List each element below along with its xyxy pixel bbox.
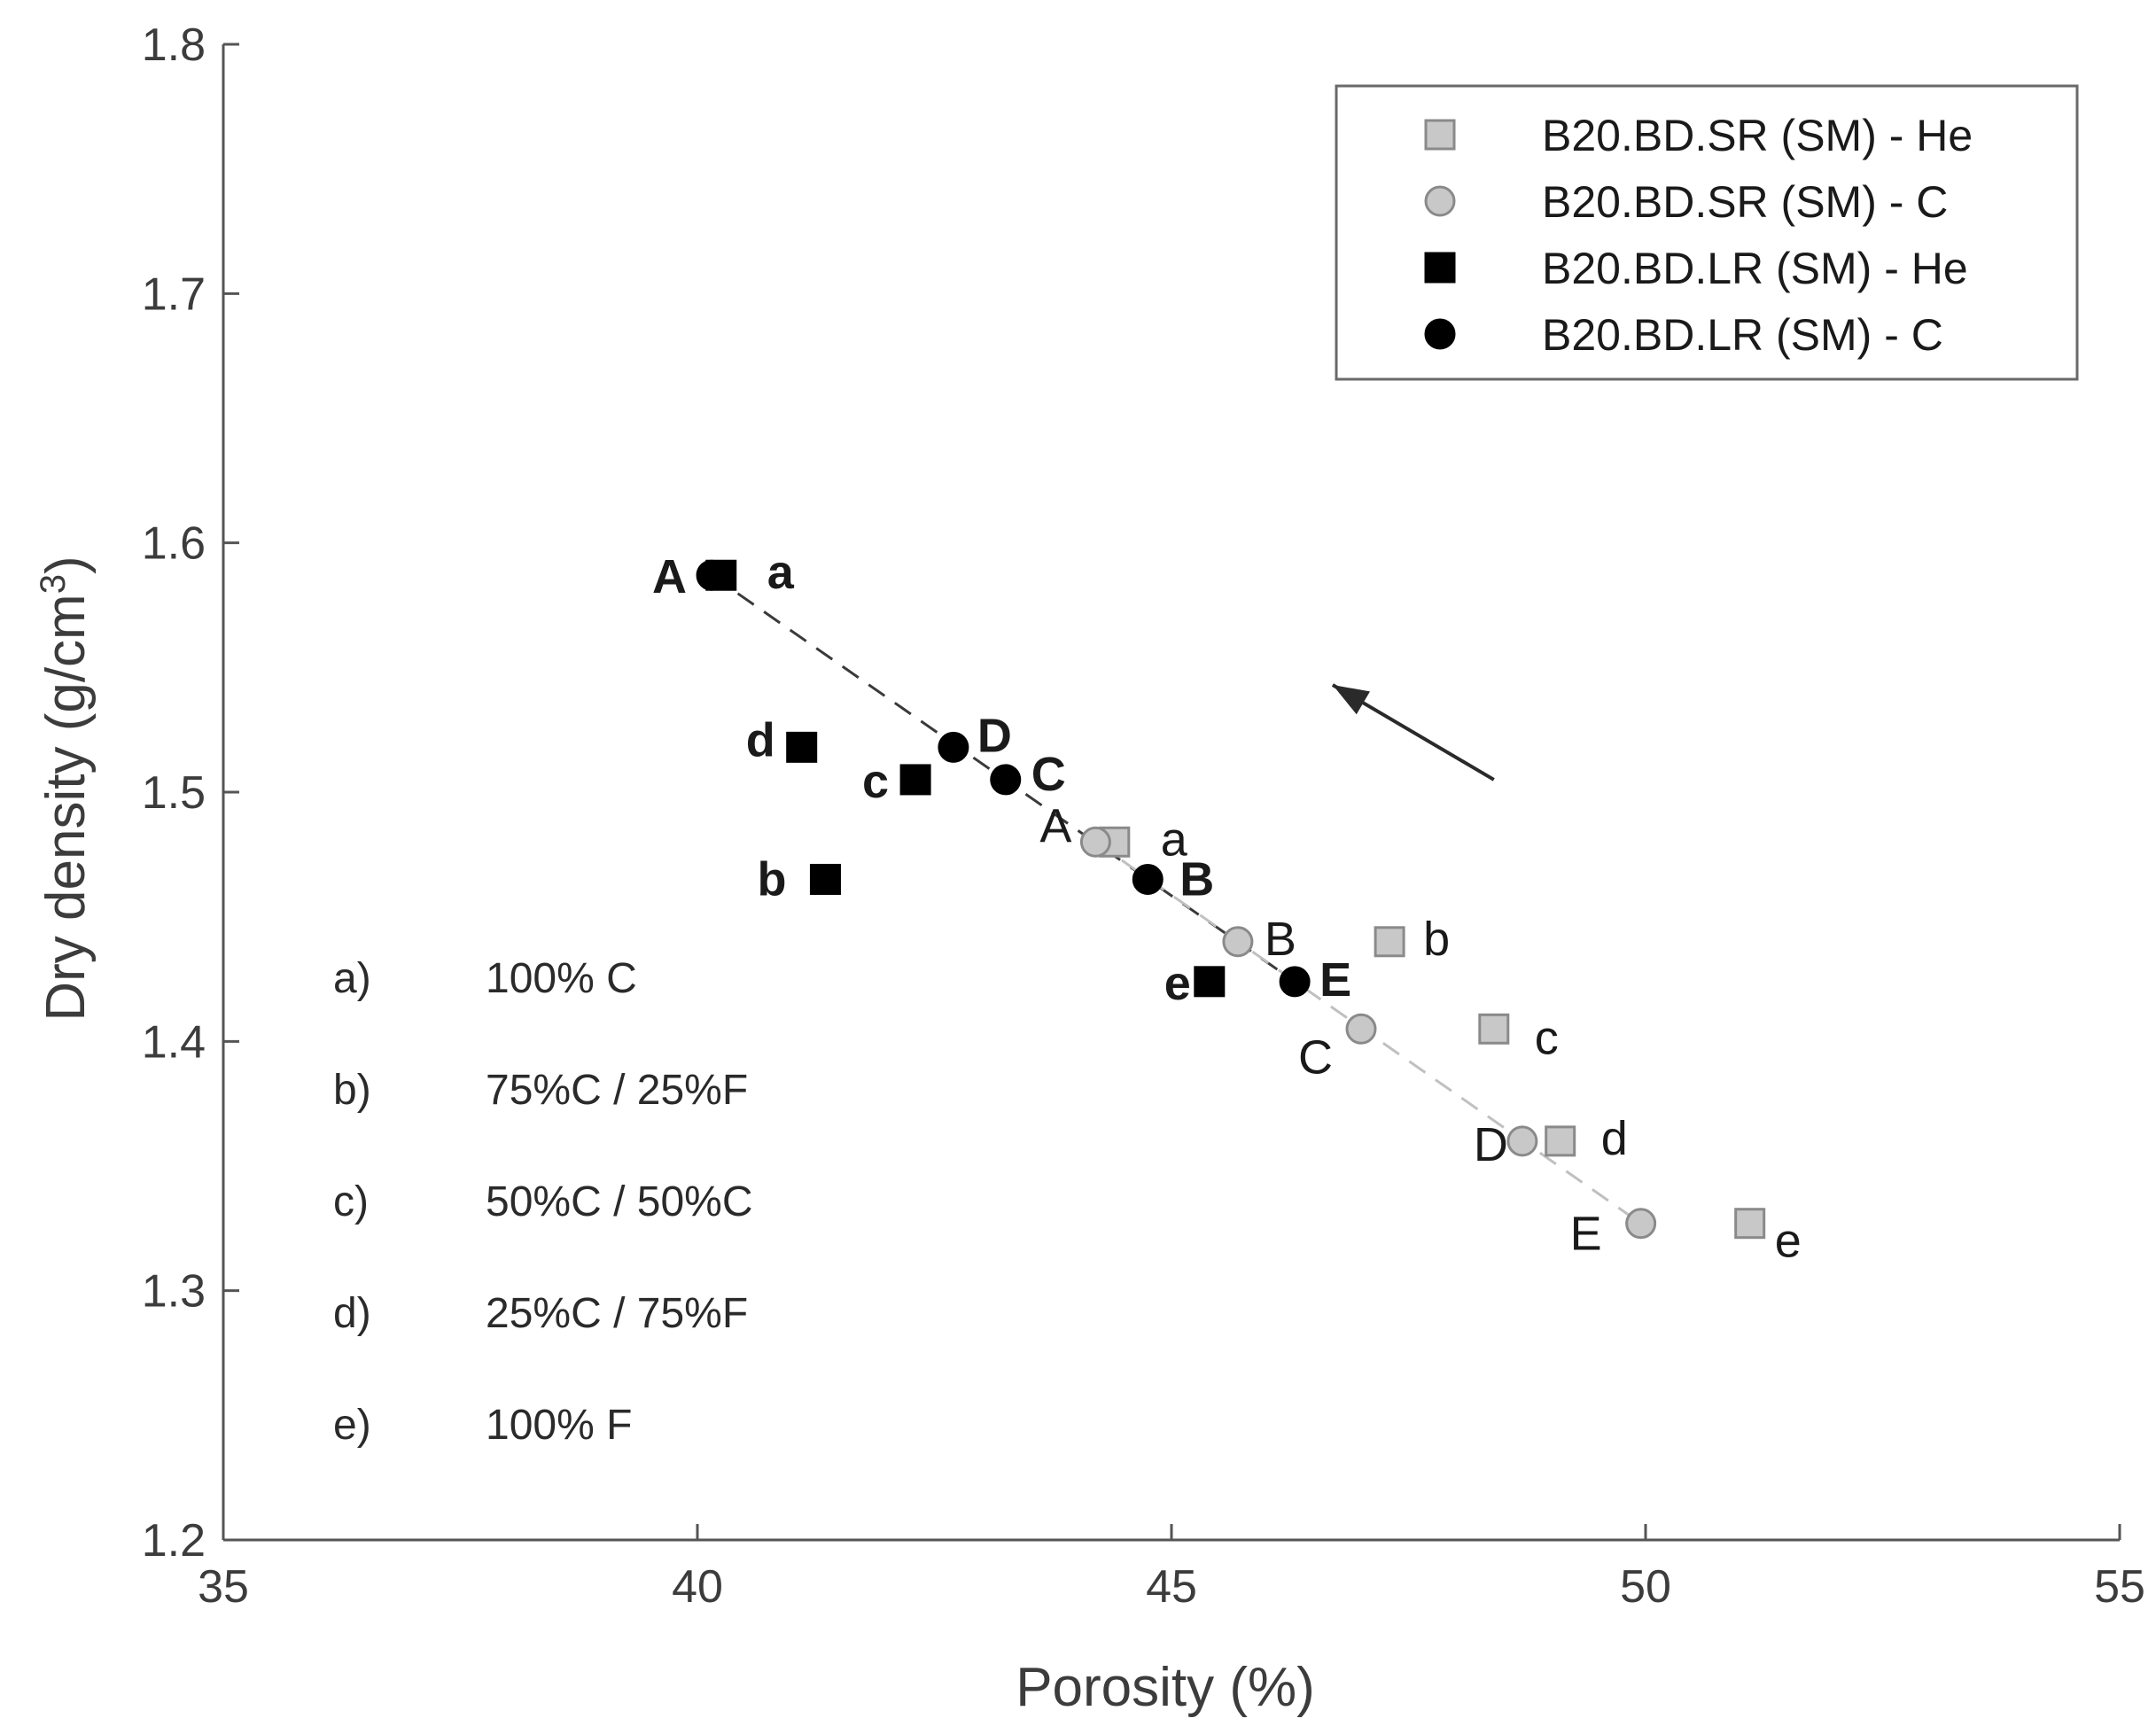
y-axis-title-superscript: 3	[34, 574, 73, 594]
legend: B20.BD.SR (SM) - He B20.BD.SR (SM) - C B20…	[1335, 84, 2079, 381]
point-label-4-E: E	[1319, 953, 1351, 1007]
x-tick-label: 45	[1146, 1561, 1197, 1613]
point-label-4-C: C	[1031, 748, 1066, 801]
x-tick-label: 50	[1620, 1561, 1671, 1613]
point-2-A	[1079, 826, 1111, 858]
y-tick-label: 1.8	[142, 19, 206, 71]
point-label-1-d: d	[1601, 1112, 1628, 1165]
point-3-d	[786, 731, 818, 763]
note-text: 75%C / 25%F	[486, 1067, 748, 1114]
note-key: d)	[333, 1290, 371, 1337]
y-tick-label: 1.4	[142, 1016, 206, 1068]
legend-label-3: B20.BD.LR (SM) - He	[1542, 244, 1968, 293]
legend-marker-4	[1424, 318, 1456, 350]
point-2-B	[1222, 926, 1254, 958]
point-3-b	[809, 863, 841, 895]
note-text: 50%C / 50%C	[486, 1178, 752, 1225]
point-2-C	[1345, 1013, 1377, 1045]
point-3-c	[899, 764, 931, 796]
y-tick-label: 1.3	[142, 1266, 206, 1318]
note-key: b)	[333, 1067, 371, 1114]
point-label-2-B: B	[1265, 913, 1296, 966]
point-label-2-A: A	[1039, 799, 1071, 852]
note-key: c)	[333, 1178, 369, 1225]
legend-marker-1	[1424, 119, 1456, 151]
point-4-B	[1132, 863, 1164, 895]
point-label-3-d: d	[746, 713, 775, 766]
x-tick-label: 55	[2094, 1561, 2145, 1613]
x-tick-label: 40	[672, 1561, 723, 1613]
legend-label-2: B20.BD.SR (SM) - C	[1542, 177, 1948, 227]
point-1-e	[1734, 1208, 1766, 1240]
y-axis-title-main: Dry density (g/cm	[35, 594, 97, 1021]
point-2-E	[1625, 1208, 1657, 1240]
y-tick-label: 1.5	[142, 767, 206, 819]
point-label-1-e: e	[1775, 1215, 1802, 1268]
legend-marker-2	[1424, 185, 1456, 217]
y-tick-label: 1.6	[142, 518, 206, 570]
y-tick-label: 1.7	[142, 268, 206, 320]
point-label-4-B: B	[1179, 852, 1214, 906]
point-4-C	[990, 764, 1022, 796]
point-4-A	[696, 559, 728, 591]
x-tick-label: 35	[198, 1561, 249, 1613]
point-label-4-D: D	[977, 709, 1012, 762]
point-1-b	[1374, 926, 1405, 958]
point-label-3-a: a	[767, 546, 795, 599]
point-label-3-c: c	[862, 755, 889, 808]
point-4-D	[938, 731, 969, 763]
note-key: a)	[333, 955, 371, 1002]
point-label-2-C: C	[1298, 1030, 1333, 1084]
legend-marker-3	[1424, 252, 1456, 284]
data-points	[696, 559, 1766, 1240]
point-label-4-A: A	[652, 550, 687, 603]
y-tick-label: 1.2	[142, 1515, 206, 1567]
point-1-d	[1545, 1125, 1576, 1157]
point-1-c	[1478, 1013, 1510, 1045]
point-4-E	[1279, 966, 1311, 998]
legend-box	[1335, 84, 2079, 381]
note-text: 100% C	[486, 955, 637, 1002]
direction-arrow-head	[1332, 685, 1370, 715]
legend-label-1: B20.BD.SR (SM) - He	[1542, 111, 1973, 160]
y-axis-title: Dry density (g/cm3)	[34, 556, 97, 1021]
note-text: 100% F	[486, 1402, 632, 1449]
point-label-1-b: b	[1423, 913, 1450, 966]
point-label-1-a: a	[1161, 813, 1188, 866]
point-label-2-D: D	[1474, 1118, 1508, 1171]
legend-label-4: B20.BD.LR (SM) - C	[1542, 310, 1943, 360]
x-axis-title: Porosity (%)	[1016, 1657, 1315, 1718]
point-label-3-e: e	[1164, 957, 1191, 1010]
axes: 35 40 45 50 55 1.2 1.3 1.4 1.5 1.6 1.7 1.8	[142, 19, 2145, 1613]
point-label-2-E: E	[1570, 1208, 1602, 1261]
y-axis-title-close: )	[35, 556, 97, 574]
composition-notes: a) 100% C b) 75%C / 25%F c) 50%C / 50%C d) 25%C…	[333, 955, 752, 1449]
note-key: e)	[333, 1402, 371, 1449]
note-text: 25%C / 75%F	[486, 1290, 748, 1337]
point-2-D	[1506, 1125, 1538, 1157]
point-label-3-b: b	[757, 852, 786, 906]
point-3-e	[1194, 966, 1226, 998]
point-label-1-c: c	[1535, 1011, 1559, 1064]
